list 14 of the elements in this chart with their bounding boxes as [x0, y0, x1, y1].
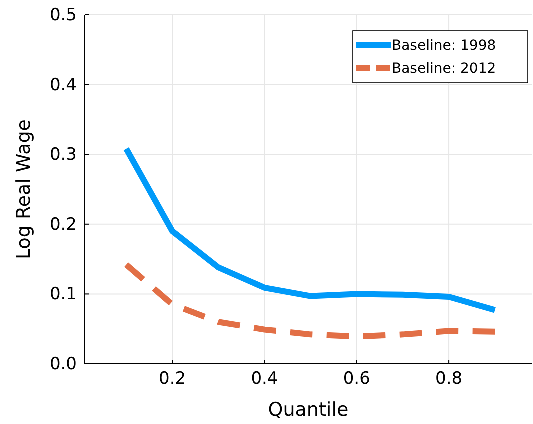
y-tick-label: 0.0	[50, 354, 77, 374]
x-axis-title: Quantile	[268, 399, 349, 421]
legend-label: Baseline: 1998	[392, 38, 496, 54]
y-tick-label: 0.1	[50, 284, 77, 305]
y-axis-title: Log Real Wage	[13, 120, 35, 260]
y-tick-label: 0.5	[50, 5, 77, 26]
legend-label: Baseline: 2012	[392, 61, 496, 77]
y-tick-label: 0.4	[50, 75, 77, 96]
y-tick-label: 0.3	[50, 145, 77, 166]
x-tick-label: 0.2	[159, 369, 186, 390]
x-tick-label: 0.6	[343, 369, 370, 390]
y-tick-label: 0.2	[50, 214, 77, 235]
x-tick-label: 0.8	[436, 369, 463, 390]
x-tick-label: 0.4	[251, 369, 278, 390]
